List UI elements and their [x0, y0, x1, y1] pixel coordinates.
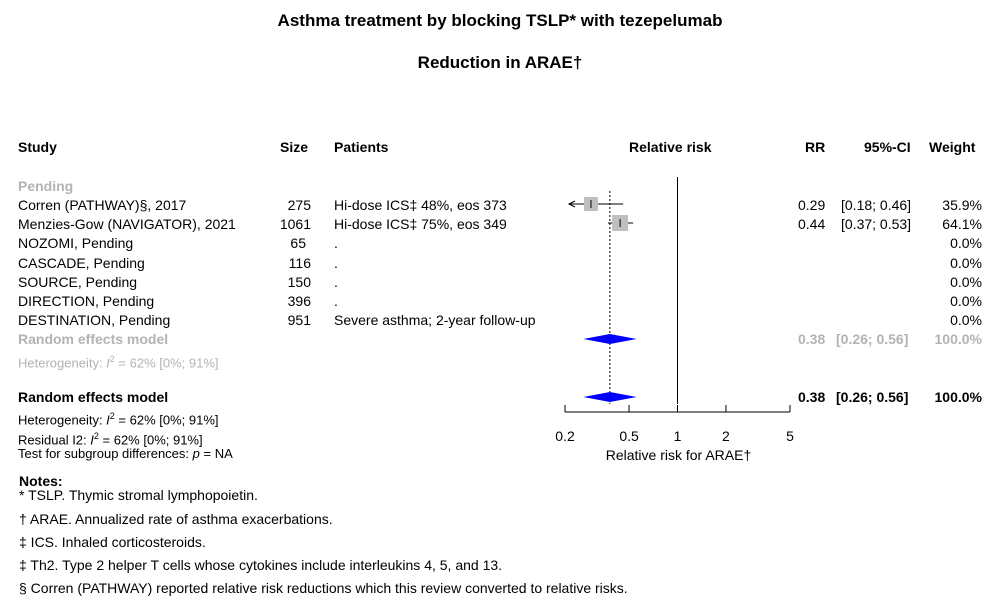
- subgroup-model-weight: 100.0%: [934, 331, 982, 347]
- x-axis-label: Relative risk for ARAE†: [606, 447, 752, 463]
- heterogeneity-stat: I: [106, 355, 110, 371]
- study-name: SOURCE, Pending: [18, 274, 138, 290]
- study-name: DIRECTION, Pending: [18, 293, 155, 309]
- notes-heading: Notes:: [19, 473, 63, 489]
- x-tick-label: 0.2: [555, 428, 575, 444]
- header-relative-risk: Relative risk: [629, 139, 712, 155]
- header-patients: Patients: [334, 139, 389, 155]
- study-size: 951: [287, 312, 311, 328]
- study-patients: .: [334, 274, 338, 290]
- study-weight: 35.9%: [942, 197, 982, 213]
- study-patients: .: [334, 255, 338, 271]
- subgroup-heterogeneity: Heterogeneity: I2 = 62% [0%; 91%]: [18, 351, 219, 371]
- study-size: 396: [287, 293, 311, 309]
- subgroup-label: Pending: [18, 178, 74, 194]
- study-patients: Severe asthma; 2-year follow-up: [334, 312, 536, 328]
- chart-subtitle: Reduction in ARAE†: [417, 53, 583, 72]
- header-study: Study: [18, 139, 57, 155]
- residual-heterogeneity: Residual I2: I2 = 62% [0%; 91%]: [18, 428, 203, 448]
- x-tick-label: 1: [674, 428, 682, 444]
- heterogeneity-sup: 2: [109, 411, 115, 421]
- subgroup-test: Test for subgroup differences: p = NA: [18, 446, 233, 462]
- heterogeneity-value: = 62% [0%; 91%]: [114, 355, 219, 371]
- overall-heterogeneity: Heterogeneity: I2 = 62% [0%; 91%]: [18, 408, 219, 428]
- note-item: ‡ Th2. Type 2 helper T cells whose cytok…: [19, 557, 503, 573]
- study-ci: [0.18; 0.46]: [841, 197, 912, 213]
- header-ci: 95%-CI: [864, 139, 911, 155]
- overall-model-rr: 0.38: [798, 389, 826, 405]
- study-patients: Hi-dose ICS‡ 48%, eos 373: [334, 197, 507, 213]
- subgroup-test-value: = NA: [199, 446, 233, 461]
- study-name: Corren (PATHWAY)§, 2017: [18, 197, 187, 213]
- study-size: 275: [287, 197, 311, 213]
- x-tick-label: 0.5: [619, 428, 639, 444]
- note-item: ‡ ICS. Inhaled corticosteroids.: [19, 534, 206, 550]
- overall-model-ci: [0.26; 0.56]: [836, 389, 909, 405]
- heterogeneity-sup: 2: [109, 354, 115, 364]
- header-weight: Weight: [929, 139, 976, 155]
- subgroup-model-label: Random effects model: [18, 331, 169, 347]
- study-name: Menzies-Gow (NAVIGATOR), 2021: [18, 216, 236, 232]
- overall-diamond: [583, 392, 637, 402]
- study-weight: 0.0%: [950, 255, 982, 271]
- subgroup-test-prefix: Test for subgroup differences:: [18, 446, 193, 461]
- subgroup-model-rr: 0.38: [798, 331, 826, 347]
- residual-stat: I: [90, 432, 94, 448]
- header-size: Size: [280, 139, 309, 155]
- heterogeneity-prefix: Heterogeneity:: [18, 412, 107, 428]
- chart-title: Asthma treatment by blocking TSLP* with …: [277, 11, 723, 30]
- heterogeneity-value: = 62% [0%; 91%]: [114, 412, 219, 428]
- subgroup-test-p: p: [192, 446, 200, 461]
- ci-arrow: [567, 200, 576, 208]
- x-tick-label: 5: [786, 428, 794, 444]
- heterogeneity-stat: I: [106, 412, 110, 428]
- study-size: 116: [288, 255, 311, 271]
- study-rr: 0.29: [798, 197, 826, 213]
- x-tick-label: 2: [722, 428, 730, 444]
- study-weight: 0.0%: [950, 312, 982, 328]
- study-weight: 0.0%: [950, 274, 982, 290]
- heterogeneity-prefix: Heterogeneity:: [18, 355, 107, 371]
- study-patients: Hi-dose ICS‡ 75%, eos 349: [334, 216, 507, 232]
- overall-model-weight: 100.0%: [934, 389, 982, 405]
- overall-model-label: Random effects model: [18, 389, 169, 405]
- study-rr: 0.44: [798, 216, 826, 232]
- study-patients: .: [334, 235, 338, 251]
- study-size: 150: [287, 274, 311, 290]
- study-name: CASCADE, Pending: [18, 255, 145, 271]
- note-item: † ARAE. Annualized rate of asthma exacer…: [19, 511, 333, 527]
- study-ci: [0.37; 0.53]: [841, 216, 912, 232]
- note-item: § Corren (PATHWAY) reported relative ris…: [19, 580, 628, 596]
- study-weight: 0.0%: [950, 235, 982, 251]
- study-size: 65: [290, 235, 306, 251]
- note-item: * TSLP. Thymic stromal lymphopoietin.: [19, 487, 258, 503]
- residual-sup: 2: [93, 431, 99, 441]
- subgroup-model-ci: [0.26; 0.56]: [836, 331, 909, 347]
- residual-prefix: Residual I2:: [18, 432, 91, 448]
- header-rr: RR: [805, 139, 826, 155]
- study-patients: .: [334, 293, 338, 309]
- study-name: DESTINATION, Pending: [18, 312, 171, 328]
- study-name: NOZOMI, Pending: [18, 235, 134, 251]
- study-weight: 0.0%: [950, 293, 982, 309]
- subgroup-diamond: [583, 334, 637, 344]
- study-weight: 64.1%: [942, 216, 982, 232]
- residual-value: = 62% [0%; 91%]: [98, 432, 203, 448]
- study-size: 1061: [279, 216, 311, 232]
